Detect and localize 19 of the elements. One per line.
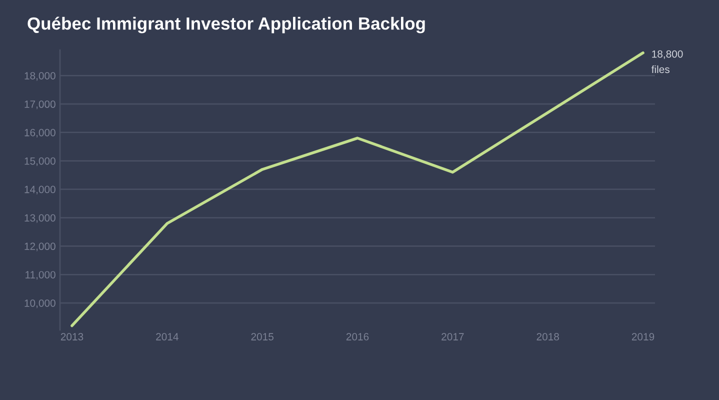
x-tick-label: 2014	[156, 333, 178, 340]
x-tick-label: 2017	[442, 333, 464, 340]
y-tick-label: 13,000	[24, 214, 56, 223]
y-tick-label: 16,000	[24, 128, 56, 138]
y-tick-label: 12,000	[24, 242, 56, 252]
line-series	[70, 51, 644, 328]
y-tick-label: 15,000	[24, 157, 56, 166]
y-tick-label: 10,000	[24, 299, 56, 308]
y-tick-label: 14,000	[24, 186, 56, 194]
chart-title: Québec Immigrant Investor Application Backlog	[28, 16, 425, 34]
y-tick-label: 18,000	[24, 72, 56, 81]
x-tick-label: 2018	[536, 333, 559, 340]
x-tick-label: 2013	[60, 333, 84, 340]
x-tick-label: 2016	[346, 333, 369, 340]
x-tick-label: 2015	[251, 333, 274, 340]
y-tick-label: 17,000	[24, 100, 56, 110]
x-tick-label: 2019	[632, 333, 654, 340]
annotation: 18,800 files	[651, 50, 683, 74]
y-tick-label: 11,000	[26, 271, 56, 280]
